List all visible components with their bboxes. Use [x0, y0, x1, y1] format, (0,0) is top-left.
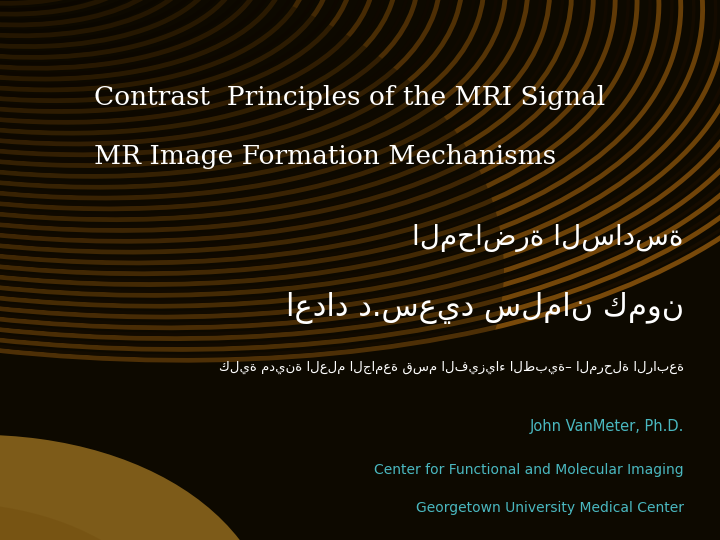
Ellipse shape: [0, 435, 275, 540]
Ellipse shape: [0, 502, 186, 540]
Text: المحاضرة السادسة: المحاضرة السادسة: [413, 224, 684, 252]
Text: MR Image Formation Mechanisms: MR Image Formation Mechanisms: [94, 144, 556, 169]
Text: Center for Functional and Molecular Imaging: Center for Functional and Molecular Imag…: [374, 463, 684, 477]
Text: اعداد د.سعيد سلمان كمون: اعداد د.سعيد سلمان كمون: [286, 292, 684, 324]
Text: Contrast  Principles of the MRI Signal: Contrast Principles of the MRI Signal: [94, 85, 605, 110]
Ellipse shape: [0, 0, 504, 540]
Text: Georgetown University Medical Center: Georgetown University Medical Center: [416, 501, 684, 515]
Text: كلية مدينة العلم الجامعة قسم الفيزياء الطبية– المرحلة الرابعة: كلية مدينة العلم الجامعة قسم الفيزياء ال…: [219, 361, 684, 374]
Text: John VanMeter, Ph.D.: John VanMeter, Ph.D.: [530, 419, 684, 434]
